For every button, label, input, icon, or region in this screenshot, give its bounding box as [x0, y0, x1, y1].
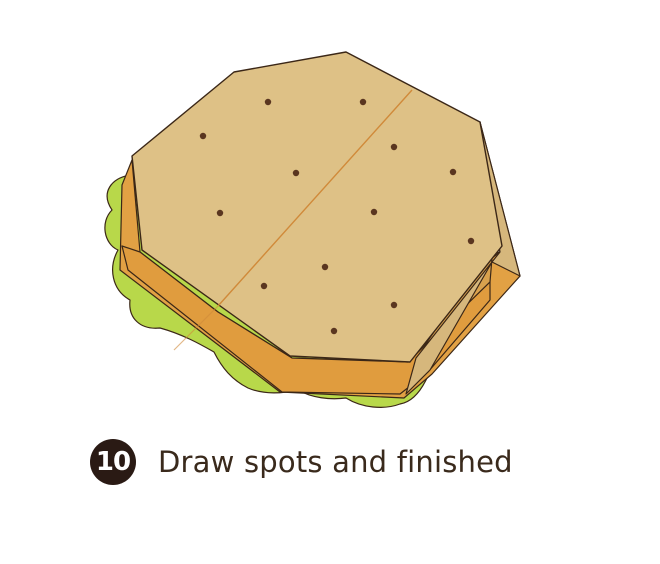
step-number-badge: 10	[90, 439, 136, 485]
fold-line-lower	[173, 305, 219, 351]
spot	[216, 209, 224, 217]
spot	[390, 301, 398, 309]
step-instruction: Draw spots and finished	[158, 445, 513, 479]
bread-spots	[199, 98, 475, 335]
spot	[199, 132, 207, 140]
spot	[449, 168, 457, 176]
fold-line	[217, 89, 413, 307]
spot	[260, 282, 268, 290]
spot	[330, 327, 338, 335]
spot	[264, 98, 272, 106]
spot	[467, 237, 475, 245]
bread-top	[131, 51, 503, 363]
spot	[390, 143, 398, 151]
sandwich-illustration	[104, 51, 521, 408]
step-number: 10	[95, 447, 131, 477]
patty-front	[121, 245, 491, 395]
spot	[370, 208, 378, 216]
spot	[321, 263, 329, 271]
spot	[292, 169, 300, 177]
step-caption: 10 Draw spots and finished	[90, 438, 513, 486]
spot	[359, 98, 367, 106]
